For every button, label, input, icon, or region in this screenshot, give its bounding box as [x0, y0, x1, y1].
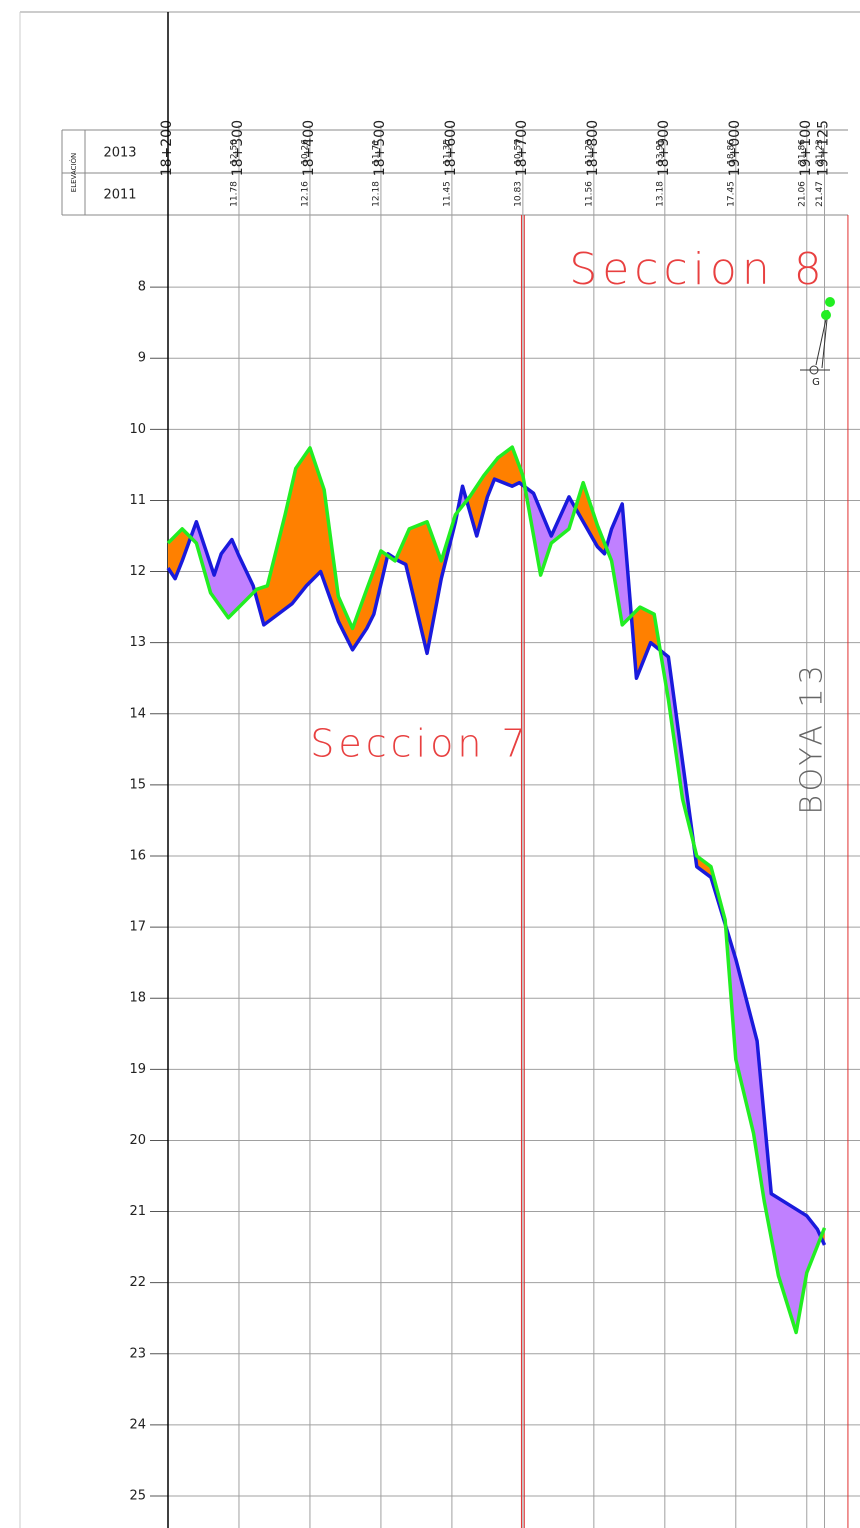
y-tick-label: 20 — [129, 1133, 146, 1148]
table-value: 12.50 — [229, 139, 239, 165]
table-value: 17.45 — [726, 181, 736, 207]
y-tick-label: 8 — [138, 280, 146, 295]
table-value: 10.26 — [300, 139, 310, 165]
y-tick-label: 10 — [129, 422, 146, 437]
y-tick-label: 21 — [129, 1204, 146, 1219]
table-value: 11.23 — [584, 139, 594, 165]
table-value: 13.91 — [655, 139, 665, 165]
y-tick-label: 16 — [129, 849, 146, 864]
x-tick-label: 18+800 — [585, 120, 601, 176]
table-label: ELEVACIÓN — [69, 153, 78, 192]
x-tick-label: 19+125 — [816, 120, 832, 176]
y-tick-label: 23 — [129, 1346, 146, 1361]
marker-dot — [825, 297, 835, 307]
x-tick-label: 18+500 — [372, 120, 388, 176]
table-value: 11.45 — [442, 181, 452, 207]
table-row-label: 2011 — [103, 188, 136, 203]
marker-icon: G — [800, 297, 835, 388]
table-value: 10.83 — [513, 181, 523, 207]
y-tick-label: 24 — [129, 1417, 146, 1432]
annotation: Seccion 7 — [310, 722, 529, 766]
x-tick-label: 19+100 — [798, 120, 814, 176]
table-value: 13.18 — [655, 181, 665, 207]
y-tick-label: 11 — [129, 493, 146, 508]
y-tick-label: 12 — [129, 564, 146, 579]
table-value: 11.35 — [442, 139, 452, 165]
table-value: 11.78 — [229, 181, 239, 207]
table-row-label: 2013 — [103, 146, 136, 161]
x-tick-label: 19+000 — [727, 120, 743, 176]
table-value: 18.86 — [726, 139, 736, 165]
table-value: 11.56 — [584, 181, 594, 207]
y-tick-label: 18 — [129, 991, 146, 1006]
table-value: 10.57 — [513, 139, 523, 165]
marker-circle — [809, 365, 819, 375]
table-value: 21.47 — [815, 181, 825, 207]
annotation: BOYA 13 — [795, 661, 830, 814]
y-tick-label: 19 — [129, 1062, 146, 1077]
x-tick-label: 18+700 — [514, 120, 530, 176]
y-tick-label: 22 — [129, 1275, 146, 1290]
table-value: 21.23 — [815, 139, 825, 165]
x-tick-label: 18+200 — [159, 120, 175, 176]
table-value: 12.18 — [371, 181, 381, 207]
y-tick-label: 25 — [129, 1489, 146, 1504]
x-tick-label: 18+400 — [301, 120, 317, 176]
fill-area — [168, 479, 825, 1333]
y-tick-label: 9 — [138, 351, 146, 366]
x-tick-label: 18+900 — [656, 120, 672, 176]
y-tick-label: 15 — [129, 777, 146, 792]
table-value: 12.16 — [300, 181, 310, 207]
x-tick-label: 18+600 — [443, 120, 459, 176]
series-line — [166, 477, 827, 1246]
table-value: 21.86 — [797, 139, 807, 165]
table-value: 11.71 — [371, 139, 381, 165]
annotation: Seccion 8 — [569, 244, 826, 295]
table-value: 21.06 — [797, 181, 807, 207]
y-tick-label: 17 — [129, 920, 146, 935]
y-tick-label: 13 — [129, 635, 146, 650]
marker-dot — [821, 310, 831, 320]
series-line — [166, 445, 827, 1335]
x-tick-label: 18+300 — [230, 120, 246, 176]
y-tick-label: 14 — [129, 706, 146, 721]
marker-label: G — [812, 377, 820, 388]
